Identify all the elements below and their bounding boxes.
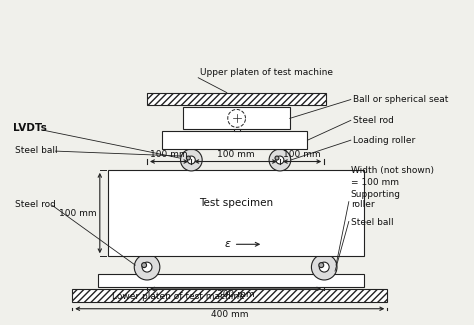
Bar	[183, 108, 290, 129]
Bar	[98, 274, 364, 287]
Circle shape	[269, 149, 291, 171]
Circle shape	[142, 263, 146, 267]
Text: Steel ball: Steel ball	[351, 218, 393, 227]
Circle shape	[186, 156, 191, 160]
Bar	[147, 93, 326, 106]
Text: Steel ball: Steel ball	[15, 146, 58, 155]
Bar	[147, 93, 326, 106]
Bar	[72, 289, 387, 302]
Text: Ball or spherical seat: Ball or spherical seat	[353, 95, 448, 104]
Text: LVDTs: LVDTs	[13, 123, 47, 133]
Text: 400 mm: 400 mm	[211, 310, 248, 319]
Circle shape	[181, 149, 202, 171]
Bar	[72, 289, 387, 302]
Text: ε: ε	[225, 239, 231, 249]
Text: 100 mm: 100 mm	[59, 209, 97, 217]
Text: Supporting
roller: Supporting roller	[351, 190, 401, 209]
Circle shape	[319, 263, 324, 267]
Text: 100 mm: 100 mm	[150, 150, 188, 159]
Text: Upper platen of test machine: Upper platen of test machine	[200, 68, 333, 77]
Text: 300 mm: 300 mm	[217, 290, 255, 299]
Text: Steel rod: Steel rod	[15, 200, 56, 209]
Circle shape	[311, 254, 337, 280]
Text: Width (not shown)
= 100 mm: Width (not shown) = 100 mm	[351, 166, 434, 187]
Text: Test specimen: Test specimen	[199, 198, 273, 208]
Text: Steel rod: Steel rod	[353, 116, 393, 125]
Text: 100 mm: 100 mm	[217, 150, 255, 159]
Circle shape	[319, 262, 329, 272]
Text: Lower platen of test machine: Lower platen of test machine	[111, 292, 245, 301]
Bar	[108, 170, 364, 256]
Bar	[162, 131, 308, 149]
Circle shape	[134, 254, 160, 280]
Text: Loading roller: Loading roller	[353, 136, 415, 145]
Circle shape	[142, 262, 152, 272]
Circle shape	[187, 156, 195, 164]
Circle shape	[276, 156, 284, 164]
Text: 100 mm: 100 mm	[283, 150, 321, 159]
Bar	[234, 129, 239, 131]
Circle shape	[275, 156, 279, 160]
